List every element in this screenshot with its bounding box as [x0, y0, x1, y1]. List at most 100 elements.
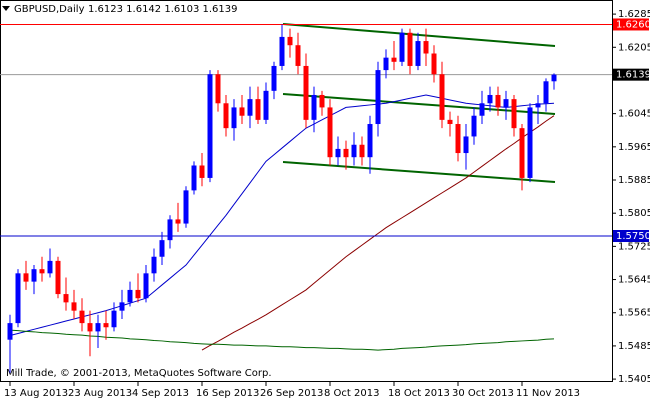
x-tick-label: 16 Sep 2013: [196, 388, 259, 399]
y-tick-label: 1.5805: [618, 208, 650, 219]
trendline: [282, 23, 556, 47]
y-tick-label: 1.5485: [618, 341, 650, 352]
candle-body: [103, 323, 109, 328]
candle-body: [535, 103, 541, 108]
moving-average: [9, 329, 555, 351]
x-tick-label: 26 Sep 2013: [260, 388, 323, 399]
candle-body: [159, 240, 165, 257]
candle-body: [335, 148, 341, 158]
candle-body: [511, 99, 517, 129]
candle-body: [247, 99, 253, 116]
candle-body: [447, 119, 453, 125]
candle-body: [263, 90, 269, 120]
y-tick-label: 1.6045: [618, 109, 650, 120]
candle-body: [199, 165, 205, 178]
candle-body: [415, 41, 421, 66]
trendlines: [282, 23, 556, 183]
candle-body: [351, 144, 357, 158]
candle-body: [367, 124, 373, 158]
candle-body: [255, 99, 261, 120]
y-tick-label: 1.5885: [618, 175, 650, 186]
x-tick-label: 18 Oct 2013: [388, 388, 450, 399]
candle-body: [527, 107, 533, 178]
x-tick-label: 11 Nov 2013: [516, 388, 580, 399]
candle-body: [31, 269, 37, 282]
price-label-box: [613, 18, 649, 31]
candle-body: [407, 32, 413, 66]
candle-body: [455, 124, 461, 154]
moving-average: [9, 94, 555, 337]
trendline: [282, 161, 556, 183]
candle-body: [111, 310, 117, 328]
price-label: 1.6260: [616, 19, 650, 30]
y-tick-label: 1.6285: [618, 9, 650, 20]
candle-body: [359, 144, 365, 158]
x-tick-label: 30 Oct 2013: [452, 388, 514, 399]
price-label: 1.6139: [616, 70, 650, 81]
y-tick-label: 1.5405: [618, 374, 650, 385]
candle-body: [183, 190, 189, 224]
candle-body: [439, 74, 445, 120]
menu-arrow[interactable]: [2, 6, 10, 11]
candle-body: [399, 32, 405, 62]
candle-body: [95, 323, 101, 332]
y-tick-label: 1.5965: [618, 142, 650, 153]
quote: 1.6123 1.6142 1.6103 1.6139: [88, 4, 238, 15]
candle-body: [135, 289, 141, 299]
price-label: 1.5750: [616, 231, 650, 242]
y-tick-label: 1.5725: [618, 241, 650, 252]
x-tick-label: 13 Aug 2013: [4, 388, 68, 399]
candle-body: [295, 45, 301, 66]
candle-body: [151, 256, 157, 274]
price-label-box: [613, 68, 649, 81]
candle-body: [519, 128, 525, 178]
y-tick-label: 1.5645: [618, 275, 650, 286]
candle-body: [47, 260, 53, 274]
symbol: GBPUSD,Daily: [14, 4, 85, 15]
candle-body: [503, 99, 509, 108]
candle-body: [191, 165, 197, 191]
candle-body: [279, 36, 285, 66]
candle-body: [119, 302, 125, 311]
candle-body: [463, 136, 469, 154]
candle-body: [375, 70, 381, 125]
candle-body: [71, 302, 77, 311]
candle-body: [63, 294, 69, 303]
candle-body: [87, 323, 93, 332]
x-tick-label: 8 Oct 2013: [324, 388, 379, 399]
candle-body: [487, 94, 493, 104]
candle-body: [471, 115, 477, 137]
candle-body: [215, 74, 221, 104]
candle-body: [431, 53, 437, 75]
footer: Mill Trade, © 2001-2013, MetaQuotes Soft…: [6, 368, 272, 379]
candle-body: [127, 289, 133, 303]
candle-body: [23, 273, 29, 282]
trendline: [282, 93, 556, 115]
candle-body: [551, 74, 557, 82]
x-tick-label: 4 Sep 2013: [132, 388, 189, 399]
candle-body: [7, 323, 13, 340]
candle-body: [423, 41, 429, 54]
x-tick-label: 23 Aug 2013: [68, 388, 132, 399]
candle-body: [223, 103, 229, 129]
candle-body: [207, 74, 213, 178]
candle-body: [39, 269, 45, 274]
candle-body: [167, 219, 173, 241]
candle-body: [79, 310, 85, 324]
candle-body: [15, 273, 21, 324]
candle-body: [479, 103, 485, 116]
candle-body: [311, 94, 317, 120]
moving-average: [201, 115, 555, 351]
candle-body: [391, 57, 397, 62]
price-label-box: [613, 230, 649, 243]
candle-body: [175, 219, 181, 224]
candle-body: [231, 107, 237, 129]
y-tick-label: 1.5565: [618, 308, 650, 319]
candle-body: [327, 107, 333, 158]
candle-body: [543, 81, 549, 104]
candle-body: [303, 65, 309, 120]
candle-body: [287, 36, 293, 46]
candle-body: [343, 148, 349, 158]
candle-body: [271, 65, 277, 91]
